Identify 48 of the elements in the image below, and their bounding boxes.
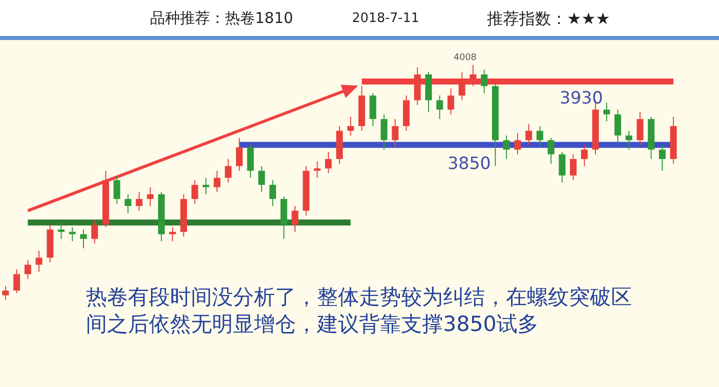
candlestick (447, 88, 454, 115)
candlestick (380, 114, 388, 150)
candlestick (114, 174, 120, 204)
candlestick (13, 268, 20, 294)
candlestick (214, 170, 220, 192)
candlestick (548, 137, 554, 164)
candlestick (236, 137, 243, 172)
candlestick (292, 206, 298, 232)
candlestick (436, 95, 444, 120)
chart-title: 品种推荐：热卷1810 (150, 9, 294, 28)
candlestick (146, 186, 154, 206)
candlestick (314, 160, 321, 178)
candlestick (392, 118, 398, 148)
candlestick (558, 151, 566, 183)
candlestick (570, 154, 577, 181)
candlestick (191, 180, 198, 204)
candlestick (525, 123, 532, 146)
candlestick (258, 166, 265, 192)
candlestick (325, 151, 332, 174)
candlestick (247, 144, 254, 178)
text: 4008 (454, 52, 477, 63)
candlestick (80, 229, 87, 249)
annotation: 热卷有段时间没分析了，整体走势较为纠结，在螺纹突破区间之后依然无明显增仓，建议背靠支撑3850试多 (86, 284, 633, 338)
candlestick (224, 158, 232, 183)
candlestick (503, 135, 510, 160)
candlestick (2, 285, 9, 300)
annotation: 3850 (448, 154, 491, 174)
candlestick (24, 260, 32, 280)
candlestick (636, 112, 644, 146)
text: 推荐指数：★★★ (487, 9, 610, 30)
candlestick (480, 69, 488, 94)
candlestick (58, 222, 65, 240)
candlestick (514, 132, 521, 155)
candlestick (347, 116, 354, 136)
candlestick (581, 144, 588, 167)
candlestick (269, 180, 276, 206)
candlestick (614, 109, 622, 144)
chart-subtitle: 2018-7-11 (352, 11, 420, 26)
annotation: 3930 (560, 88, 603, 108)
candlestick (136, 191, 142, 212)
candlestick (36, 250, 42, 272)
candlestick (626, 130, 632, 150)
candlestick (124, 194, 132, 214)
candlestick (603, 102, 610, 122)
candlestick (536, 126, 544, 148)
candlestick (658, 144, 666, 172)
candlestick (370, 92, 376, 127)
candlestick (91, 220, 98, 244)
